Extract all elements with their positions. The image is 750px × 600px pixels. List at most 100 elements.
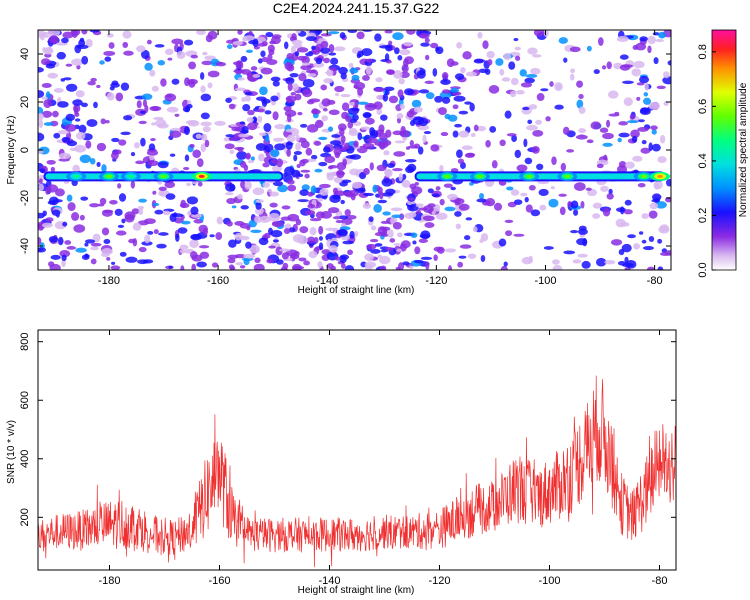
heatmap-blob xyxy=(247,109,255,116)
heatmap-blob xyxy=(111,80,119,86)
heatmap-blob xyxy=(116,230,127,236)
heatmap-blob xyxy=(403,41,413,47)
heatmap-blob xyxy=(382,211,391,216)
heatmap-blob xyxy=(240,180,246,189)
heatmap-blob xyxy=(281,205,291,210)
colorbar-tick-label: 0.8 xyxy=(697,44,709,59)
heatmap-blob xyxy=(595,257,607,267)
heatmap-blob xyxy=(324,155,336,164)
heatmap-blob xyxy=(620,222,630,227)
heatmap-blob xyxy=(101,209,113,217)
heatmap-blob xyxy=(592,202,603,209)
heatmap-blob xyxy=(183,126,190,136)
heatmap-blob xyxy=(499,139,506,147)
heatmap-blob xyxy=(404,56,414,65)
heatmap-blob xyxy=(552,259,560,265)
heatmap-blob xyxy=(444,206,456,212)
heatmap-blob xyxy=(73,105,79,115)
heatmap-blob xyxy=(244,91,253,96)
heatmap-blob xyxy=(303,260,310,266)
snr-frame xyxy=(37,329,677,571)
heatmap-blob xyxy=(527,47,538,55)
heatmap-blob xyxy=(54,188,65,197)
heatmap-blob xyxy=(423,131,432,135)
snr-x-ticks: -180 -160 -140 -120 -100 -80 xyxy=(98,330,667,587)
heatmap-blob xyxy=(328,109,340,116)
heatmap-blob xyxy=(328,245,338,253)
heatmap-blob xyxy=(190,251,198,260)
heatmap-blob xyxy=(624,256,629,264)
heatmap-blob xyxy=(480,254,486,263)
snr-x-tick-label: -140 xyxy=(318,575,340,587)
heatmap-blob xyxy=(545,116,551,122)
heatmap-blob xyxy=(369,162,374,171)
heatmap-blob xyxy=(286,149,291,157)
heatmap-blob xyxy=(621,80,634,84)
heatmap-blob xyxy=(631,135,638,143)
heatmap-blob xyxy=(408,197,415,201)
heatmap-blob xyxy=(337,228,348,237)
heatmap-blob xyxy=(101,227,110,236)
heatmap-blob xyxy=(425,54,430,61)
heatmap-blob xyxy=(648,236,655,243)
heatmap-blob xyxy=(506,186,514,191)
heatmap-blob xyxy=(395,266,401,270)
heatmap-blob xyxy=(375,77,383,83)
colorbar-tick-label: 0.6 xyxy=(697,99,709,114)
heatmap-blob xyxy=(285,77,295,85)
snr-panel: -180 -160 -140 -120 -100 -80 200 400 600 800 Hei… xyxy=(6,329,677,596)
heatmap-blob xyxy=(339,127,345,137)
heatmap-blob xyxy=(79,154,91,164)
heatmap-blob xyxy=(138,207,144,216)
heatmap-blob xyxy=(232,40,244,46)
heatmap-blob xyxy=(157,161,169,169)
heatmap-blob xyxy=(227,254,239,259)
heatmap-blob xyxy=(237,77,245,81)
heatmap-blob xyxy=(286,179,295,185)
heatmap-blob xyxy=(486,50,495,59)
heatmap-blob xyxy=(200,85,206,93)
heatmap-blob xyxy=(389,238,396,243)
heatmap-blob xyxy=(384,44,393,52)
heatmap-blob xyxy=(619,54,629,60)
heatmap-blob xyxy=(237,147,244,153)
heatmap-blob xyxy=(234,232,243,241)
heatmap-blob xyxy=(293,154,298,162)
heatmap-blob xyxy=(349,230,355,239)
heatmap-blob xyxy=(199,251,210,259)
heatmap-blob xyxy=(301,184,310,191)
heatmap-blob xyxy=(526,124,538,131)
heatmap-blob xyxy=(269,191,280,197)
heatmap-blob xyxy=(549,81,554,87)
heatmap-blob xyxy=(261,56,269,63)
snr-y-tick-label: 600 xyxy=(19,391,31,409)
heatmap-blob xyxy=(650,125,658,131)
heatmap-blob xyxy=(164,181,176,189)
heatmap-blob xyxy=(300,140,310,149)
heatmap-blob xyxy=(242,36,248,42)
heatmap-blob xyxy=(540,88,549,92)
heatmap-blob xyxy=(170,127,181,132)
heatmap-blob xyxy=(314,168,323,173)
heatmap-blob xyxy=(85,38,93,48)
heatmap-blob xyxy=(189,239,199,249)
heatmap-blob xyxy=(593,69,600,75)
heatmap-blob xyxy=(125,256,138,263)
heatmap-blob xyxy=(336,169,345,179)
heatmap-blob xyxy=(43,99,52,108)
heatmap-blob xyxy=(430,144,440,152)
signal-band xyxy=(43,171,671,182)
heatmap-blob xyxy=(65,83,78,92)
heatmap-blob xyxy=(458,255,467,259)
heatmap-blob xyxy=(539,204,547,211)
snr-y-tick-label: 400 xyxy=(19,450,31,468)
spectrogram-x-tick-label: -120 xyxy=(425,275,447,287)
heatmap-blob xyxy=(182,166,190,171)
heatmap-blob xyxy=(427,188,434,194)
heatmap-blob xyxy=(169,213,177,223)
heatmap-blob xyxy=(393,242,401,247)
heatmap-blob xyxy=(464,235,471,241)
heatmap-blob xyxy=(228,239,237,248)
heatmap-blob xyxy=(525,204,533,213)
heatmap-blob xyxy=(260,67,273,75)
